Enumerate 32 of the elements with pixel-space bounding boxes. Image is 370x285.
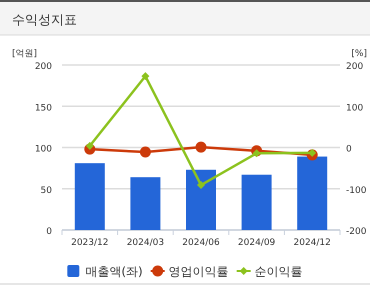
y-tick-label: 150: [34, 103, 52, 114]
chart-title: 수익성지표: [12, 13, 77, 28]
bar: [297, 156, 328, 230]
x-tick-label: 2024/03: [126, 238, 164, 248]
bar: [242, 174, 272, 230]
y-tick-label: 0: [46, 227, 52, 237]
point: [308, 148, 316, 157]
bar: [130, 177, 160, 230]
y2-axis-title: [%]: [351, 49, 367, 59]
x-tick-label: 2024/12: [294, 238, 331, 248]
legend-label: 순이익률: [254, 264, 303, 278]
y2-tick-label: 100: [346, 103, 364, 114]
y-tick-label: 200: [34, 62, 52, 72]
y2-tick-label: -200: [346, 227, 367, 237]
x-tick-label: 2024/09: [238, 238, 276, 248]
bar: [74, 163, 105, 230]
point: [141, 72, 150, 80]
bar: [186, 170, 216, 230]
y2-tick-label: 0: [346, 144, 352, 154]
y-axis-title: [억원]: [12, 49, 38, 59]
legend-label: 영업이익률: [168, 264, 229, 278]
legend-label: 매출액(좌): [85, 264, 143, 278]
y2-tick-label: 200: [346, 62, 364, 72]
point: [86, 142, 94, 150]
y2-tick-label: -100: [346, 186, 367, 196]
point: [197, 181, 205, 190]
x-tick-label: 2023/12: [71, 238, 108, 248]
point: [196, 142, 206, 153]
y-tick-label: 50: [40, 186, 52, 196]
point: [140, 146, 151, 158]
y-tick-label: 100: [34, 144, 52, 154]
x-tick-label: 2024/06: [182, 238, 220, 248]
